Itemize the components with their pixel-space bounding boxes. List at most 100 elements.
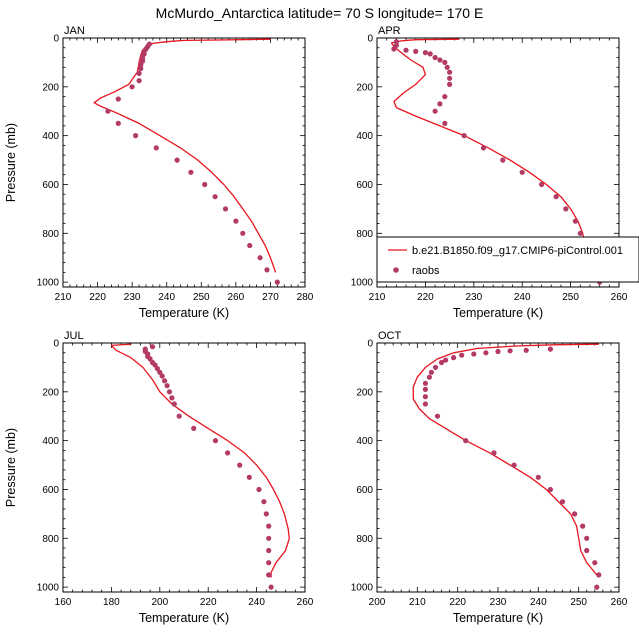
plot-frame [62, 37, 306, 288]
raobs-point [222, 206, 229, 212]
raobs-point [171, 401, 177, 407]
raobs-point [115, 96, 121, 102]
raobs-point [483, 350, 489, 356]
x-axis-label: Temperature (K) [139, 306, 229, 320]
raobs-point [428, 369, 434, 375]
model-profile-line [412, 343, 600, 578]
raobs-point [138, 65, 144, 72]
model-profile-line [93, 38, 277, 273]
plot-data [390, 38, 603, 285]
raobs-point [159, 373, 165, 379]
y-tick-label: 1000 [351, 278, 374, 289]
raobs-point [511, 462, 517, 468]
raobs-point [136, 70, 142, 76]
raobs-point [480, 145, 487, 151]
raobs-point [261, 499, 267, 505]
raobs-point [191, 425, 197, 431]
raobs-point [434, 413, 441, 419]
x-axis-label: Temperature (K) [139, 611, 229, 625]
raobs-point [266, 535, 272, 541]
raobs-point [266, 560, 272, 566]
legend-obs-label: raobs [412, 265, 440, 277]
chart-title: McMurdo_Antarctica latitude= 70 S longit… [156, 5, 484, 21]
y-tick-label: 600 [42, 180, 59, 191]
raobs-point [391, 46, 397, 52]
x-axis-label: Temperature (K) [453, 306, 543, 320]
x-tick-label: 220 [417, 292, 434, 303]
y-tick-label: 200 [42, 82, 59, 93]
raobs-point [437, 101, 443, 107]
raobs-point [563, 206, 569, 212]
raobs-point [594, 584, 600, 590]
raobs-point [105, 108, 111, 114]
legend-obs-marker [393, 267, 399, 273]
legend-model-label: b.e21.B1850.f09_g17.CMIP6-piControl.001 [412, 245, 623, 257]
panel-label: JUL [64, 330, 84, 342]
raobs-point [212, 438, 219, 444]
y-tick-label: 0 [367, 34, 373, 45]
plot-data [110, 343, 290, 590]
raobs-point [136, 78, 142, 84]
x-tick-label: 250 [193, 292, 210, 303]
panel-jul: 160 180 200 220 240 260 0 200 400 600 800 1000 JUL Te… [4, 330, 314, 625]
raobs-point [202, 181, 208, 188]
raobs-point [233, 218, 239, 224]
raobs-point [393, 39, 399, 45]
raobs-point [166, 389, 173, 395]
raobs-point [246, 474, 252, 480]
raobs-point [393, 42, 399, 48]
x-tick-label: 230 [490, 597, 507, 608]
x-axis-label: Temperature (K) [453, 611, 543, 625]
raobs-point [500, 157, 506, 163]
raobs-point [584, 535, 590, 541]
y-tick-label: 800 [356, 229, 373, 240]
x-tick-label: 220 [200, 597, 217, 608]
x-tick-label: 280 [297, 292, 314, 303]
raobs-point [274, 279, 280, 285]
x-tick-label: 270 [262, 292, 279, 303]
raobs-point [153, 145, 159, 151]
x-tick-label: 180 [103, 597, 120, 608]
raobs-point [443, 357, 449, 363]
y-tick-label: 0 [53, 34, 59, 45]
raobs-point [447, 81, 453, 87]
raobs-point [264, 267, 270, 273]
raobs-point [432, 108, 438, 114]
y-tick-label: 400 [356, 131, 373, 142]
y-tick-label: 200 [42, 387, 59, 398]
panel-jan: 210 220 230 240 250 260 270 280 0 200 400 600 800 100… [4, 25, 314, 320]
x-tick-label: 260 [611, 597, 628, 608]
raobs-point [442, 59, 448, 65]
x-tick-label: 260 [228, 292, 245, 303]
raobs-point [256, 486, 262, 493]
raobs-point [263, 511, 269, 517]
x-tick-label: 250 [570, 597, 587, 608]
raobs-point [188, 169, 194, 175]
x-tick-label: 240 [514, 292, 531, 303]
x-tick-label: 200 [369, 597, 386, 608]
raobs-point [164, 383, 170, 389]
panel-label: OCT [378, 330, 402, 342]
x-tick-label: 230 [124, 292, 141, 303]
raobs-point [519, 169, 525, 175]
panel-label: JAN [64, 25, 85, 37]
y-tick-label: 200 [356, 387, 373, 398]
raobs-point [154, 366, 160, 372]
raobs-point [442, 94, 448, 100]
raobs-point [149, 344, 156, 350]
raobs-point [257, 255, 263, 261]
raobs-point [437, 57, 443, 63]
panels: 210 220 230 240 250 260 270 280 0 200 400 600 800 100… [4, 25, 628, 625]
raobs-point [463, 438, 469, 444]
raobs-point [266, 572, 272, 578]
raobs-point [422, 380, 428, 386]
x-tick-label: 220 [449, 597, 466, 608]
x-tick-label: 240 [530, 597, 547, 608]
plot-frame [62, 342, 306, 593]
raobs-point [212, 194, 218, 200]
raobs-point [225, 450, 231, 456]
y-tick-label: 0 [53, 339, 59, 350]
raobs-point [572, 218, 579, 224]
raobs-point [535, 474, 541, 480]
raobs-point [115, 120, 121, 126]
